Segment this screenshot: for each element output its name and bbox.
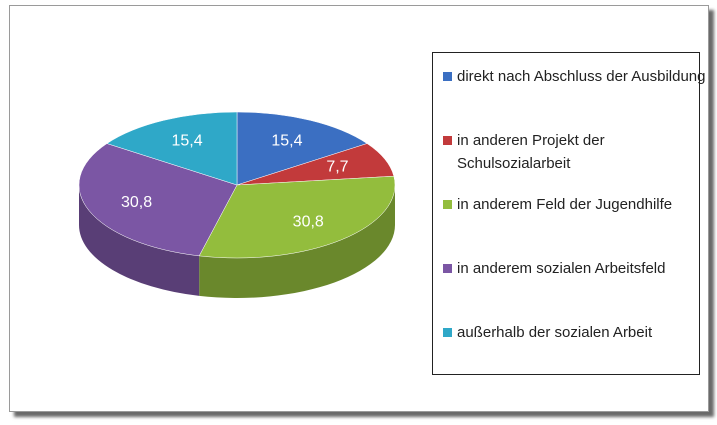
data-label: 15,4 [171, 132, 202, 149]
legend-label: direkt nach Abschluss der Ausbildung [457, 68, 706, 85]
data-label: 30,8 [121, 194, 152, 211]
slice-side [199, 185, 395, 298]
data-label: 7,7 [326, 159, 348, 176]
legend-swatch [443, 136, 452, 145]
slice [236, 111, 368, 186]
legend-item: direkt nach Abschluss der Ausbildung [441, 65, 707, 88]
legend-swatch [443, 264, 452, 273]
slice [198, 175, 396, 259]
legend-item: in anderen Projekt der Schulsozialarbeit [441, 129, 707, 175]
legend-label: in anderem Feld der Jugendhilfe [457, 196, 673, 213]
legend-item: in anderem sozialen Arbeitsfeld [441, 257, 707, 280]
legend-label: in anderen Projekt der Schulsozialarbeit [457, 132, 605, 172]
legend-label: in anderem sozialen Arbeitsfeld [457, 260, 666, 277]
legend-item: außerhalb der sozialen Arbeit [441, 321, 707, 344]
legend-label: außerhalb der sozialen Arbeit [457, 324, 653, 341]
slice [106, 111, 238, 186]
legend-swatch [443, 72, 452, 81]
data-label: 15,4 [271, 132, 302, 149]
legend-swatch [443, 328, 452, 337]
data-label: 30,8 [293, 213, 324, 230]
legend-item: in anderem Feld der Jugendhilfe [441, 193, 707, 216]
slice [78, 143, 238, 257]
slice-side [79, 185, 200, 296]
legend: direkt nach Abschluss der Ausbildung in a… [432, 52, 706, 375]
legend-swatch [443, 200, 452, 209]
